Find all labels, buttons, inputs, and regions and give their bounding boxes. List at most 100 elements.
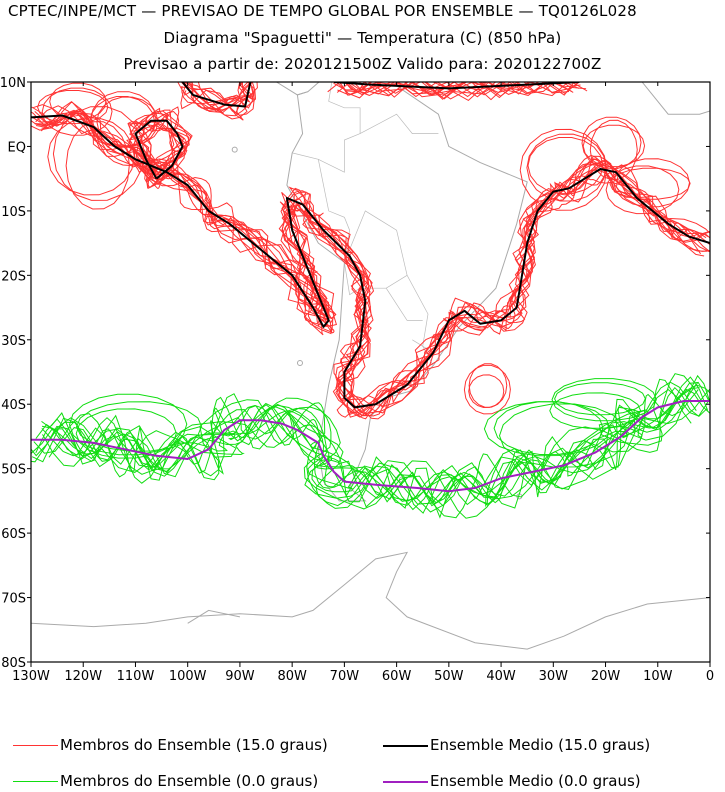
land-island — [231, 146, 238, 153]
land-south-america — [286, 82, 528, 502]
member-line-15 — [127, 120, 190, 189]
member-line-15 — [605, 165, 680, 215]
legend-label-mean-0: Ensemble Medio (0.0 graus) — [430, 772, 641, 790]
legend-label-mean-15: Ensemble Medio (15.0 graus) — [430, 736, 651, 754]
y-tick-label: 70S — [1, 592, 26, 607]
member-line-15 — [336, 82, 580, 100]
y-tick-label: 20S — [1, 269, 26, 284]
land-island — [296, 359, 303, 366]
member-line-15 — [35, 105, 710, 407]
legend-item-mean-15: Ensemble Medio (15.0 graus) — [383, 736, 650, 754]
member-line-15 — [35, 112, 710, 414]
member-line-15 — [347, 82, 581, 91]
legend-item-mean-0: Ensemble Medio (0.0 graus) — [383, 772, 641, 790]
x-tick-label: 30W — [539, 669, 569, 684]
member-line-15 — [613, 158, 691, 208]
member-line-15 — [463, 364, 511, 415]
member-line-0 — [498, 403, 629, 468]
member-line-15 — [34, 111, 710, 418]
member-line-15 — [180, 85, 254, 121]
member-line-15 — [40, 101, 705, 420]
ensemble-mean-lines — [31, 82, 710, 493]
member-line-15 — [343, 82, 588, 96]
member-line-15 — [352, 82, 569, 102]
member-line-0 — [551, 378, 657, 422]
y-tick-label: 40S — [1, 398, 26, 413]
x-tick-label: 40W — [486, 669, 516, 684]
member-line-15 — [31, 109, 710, 415]
member-line-15 — [52, 106, 145, 201]
chart-title-line-2: Diagrama "Spaguetti" — Temperatura (C) (… — [163, 29, 562, 47]
member-line-15 — [41, 101, 702, 420]
y-tick-label: 30S — [1, 334, 26, 349]
continent-outlines — [31, 82, 710, 650]
member-line-0 — [75, 408, 177, 459]
legend-swatch-members-0 — [13, 781, 58, 782]
x-tick-label: 80W — [277, 669, 307, 684]
member-line-15 — [49, 82, 107, 121]
member-line-0 — [35, 386, 708, 507]
map-axes: 130W 120W 110W 100W 90W 80W 70W 60W 50W 40W 30W 20W… — [0, 76, 714, 684]
y-tick-label: EQ — [8, 140, 26, 155]
legend-item-members-15: Membros do Ensemble (15.0 graus) — [13, 736, 328, 754]
member-line-15 — [36, 110, 710, 417]
member-line-15 — [177, 82, 253, 110]
member-line-0 — [42, 381, 697, 505]
y-tick-label: 60S — [1, 527, 26, 542]
member-line-15 — [609, 167, 691, 200]
member-line-0 — [68, 393, 188, 456]
legend-item-members-0: Membros do Ensemble (0.0 graus) — [13, 772, 318, 790]
members-0-spaghetti — [31, 373, 710, 519]
x-tick-label: 90W — [225, 669, 255, 684]
member-line-15 — [581, 116, 642, 170]
country-border — [385, 288, 423, 321]
x-tick-label: 70W — [330, 669, 360, 684]
member-line-15 — [181, 82, 251, 105]
members-15-spaghetti — [31, 82, 710, 420]
legend-label-members-0: Membros do Ensemble (0.0 graus) — [60, 772, 319, 790]
x-tick-label: 130W — [12, 669, 50, 684]
member-line-15 — [468, 374, 505, 409]
legend-swatch-mean-0 — [383, 780, 428, 783]
legend-label-members-15: Membros do Ensemble (15.0 graus) — [60, 736, 328, 754]
member-line-15 — [327, 82, 574, 98]
x-tick-label: 10W — [643, 669, 673, 684]
x-tick-label: 100W — [169, 669, 207, 684]
member-line-15 — [519, 128, 608, 211]
land-antarctic-island — [187, 609, 241, 624]
country-border — [328, 82, 361, 134]
member-line-15 — [96, 96, 159, 147]
member-line-0 — [549, 392, 642, 429]
member-line-15 — [526, 133, 607, 202]
y-tick-label: 10N — [0, 76, 26, 91]
y-tick-label: 80S — [1, 656, 26, 671]
member-line-15 — [31, 114, 707, 418]
mean-line-15 — [134, 119, 184, 180]
member-line-15 — [47, 117, 135, 196]
x-tick-label: 110W — [117, 669, 155, 684]
y-tick-label: 50S — [1, 463, 26, 478]
member-line-0 — [75, 401, 203, 452]
x-tick-label: 50W — [434, 669, 464, 684]
mean-line-15 — [31, 114, 710, 409]
land-africa — [641, 82, 710, 115]
legend-swatch-mean-15 — [383, 744, 428, 747]
member-line-15 — [344, 82, 572, 98]
country-border — [292, 113, 439, 173]
mean-line-15 — [181, 82, 252, 108]
land-central-america — [275, 82, 308, 96]
x-tick-label: 120W — [64, 669, 102, 684]
member-line-0 — [41, 387, 700, 502]
member-line-15 — [140, 110, 190, 172]
x-tick-label: 20W — [591, 669, 621, 684]
member-line-15 — [126, 113, 188, 183]
mean-line-0 — [31, 400, 710, 493]
member-line-15 — [127, 107, 193, 175]
x-tick-label: 0 — [706, 669, 714, 684]
member-line-0 — [554, 382, 646, 416]
member-line-0 — [42, 373, 702, 519]
chart-title-line-3: Previsao a partir de: 2020121500Z Valido… — [123, 55, 602, 73]
land-antarctica — [31, 551, 710, 650]
